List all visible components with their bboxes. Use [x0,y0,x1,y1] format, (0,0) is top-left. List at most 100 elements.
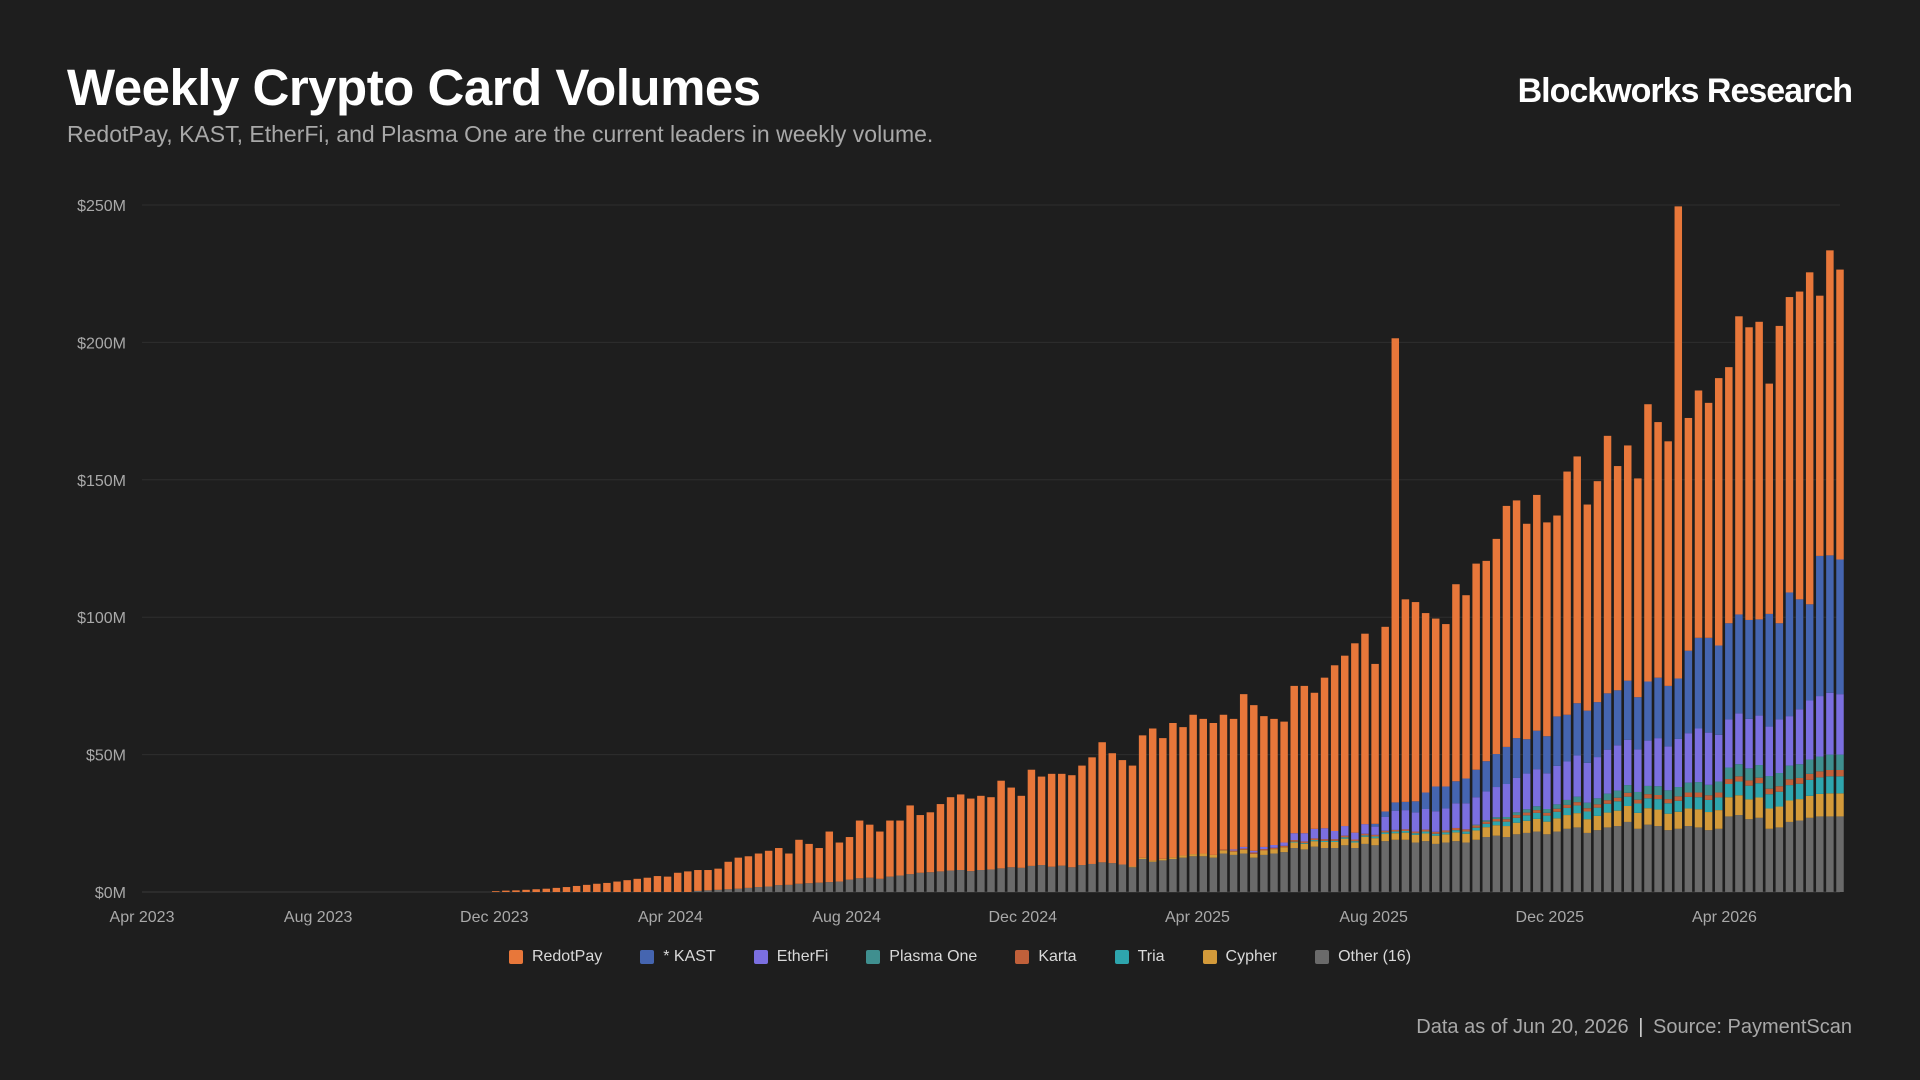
bar-segment [1735,316,1743,615]
bar-segment [1250,857,1258,892]
bar-segment [704,870,712,891]
bar-segment [522,889,530,892]
bar-segment [1826,816,1834,892]
bar-segment [1583,710,1592,763]
week-bar [1199,718,1207,892]
bar-segment [1320,839,1329,841]
bar-segment [1533,769,1541,807]
bar-segment [1684,650,1693,734]
bar-segment [1745,799,1753,820]
bar-segment [1108,863,1117,892]
bar-segment [1664,813,1672,831]
bar-segment [1512,777,1521,813]
bar-segment [1553,765,1561,805]
bar-segment [1361,836,1369,844]
bar-segment [1725,784,1733,798]
week-bar [1300,685,1309,892]
bar-segment [1836,559,1844,695]
bar-segment [1492,818,1501,822]
week-bar [1371,663,1379,892]
bar-segment [1421,841,1430,892]
week-bar [1482,560,1490,892]
bar-segment [1492,538,1501,755]
bar-segment [633,878,641,892]
bar-segment [1442,832,1450,835]
bar-segment [1725,797,1733,817]
bar-segment [1785,779,1794,786]
bar-segment [1401,832,1410,840]
bar-segment [562,887,571,892]
bar-segment [1704,795,1713,800]
week-bar [1533,494,1541,892]
bar-segment [1058,773,1066,866]
bar-segment [886,820,894,877]
week-bar [1522,523,1531,892]
bar-segment [987,869,995,892]
bar-segment [1583,802,1592,809]
bar-segment [1522,820,1531,833]
bar-segment [1017,795,1026,868]
bar-segment [1169,859,1177,892]
bar-segment [1714,792,1723,798]
y-tick-label: $200M [77,335,126,352]
bar-segment [1229,718,1238,850]
bar-segment [1330,665,1339,831]
bar-segment [1330,848,1339,892]
week-bar [865,824,874,892]
bar-segment [1664,799,1672,804]
bar-segment [795,839,803,884]
bar-segment [1805,779,1814,796]
bar-segment [754,887,763,892]
bar-segment [1341,838,1349,846]
bar-segment [1795,820,1804,892]
bar-segment [1431,843,1440,892]
bar-segment [1644,794,1652,799]
bar-segment [1745,785,1753,800]
bar-segment [1159,858,1167,861]
bar-segment [795,883,803,892]
bar-segment [1543,522,1551,737]
bar-segment [1816,793,1824,817]
week-bar [896,820,904,892]
bar-segment [1805,759,1814,774]
bar-segment [1270,847,1278,850]
week-bar [1745,327,1753,892]
bar-segment [1704,637,1713,733]
bar-segment [673,872,682,892]
bar-segment [845,879,854,892]
bar-segment [1522,773,1531,810]
bar-segment [1714,828,1723,892]
bar-segment [1805,817,1814,892]
bar-segment [1694,390,1703,638]
week-bar [855,820,864,892]
bar-segment [1533,810,1541,813]
bar-segment [775,885,783,892]
bar-segment [865,824,874,878]
bar-segment [1573,703,1581,756]
legend-label: Cypher [1225,948,1278,965]
week-bar [1320,677,1329,892]
bar-segment [1452,827,1460,831]
bar-segment [1836,793,1844,817]
bar-segment [977,795,985,871]
bar-segment [1765,828,1773,892]
bar-segment [1482,791,1490,821]
bar-segment [1512,812,1521,816]
bar-segment [1199,853,1207,857]
bar-segment [1755,765,1763,778]
week-bar [785,853,793,892]
bar-segment [1128,866,1137,868]
bar-segment [1229,851,1238,855]
bar-segment [1735,614,1743,714]
bar-segment [663,876,672,892]
bar-segment [1654,677,1662,739]
bar-segment [1785,800,1794,822]
week-bar [1704,402,1713,892]
bar-segment [1826,793,1834,817]
bar-segment [1047,866,1056,892]
bar-segment [1411,833,1420,835]
bar-segment [1351,841,1359,843]
bar-segment [926,812,935,873]
bar-segment [1755,817,1763,892]
bar-segment [1795,599,1804,710]
